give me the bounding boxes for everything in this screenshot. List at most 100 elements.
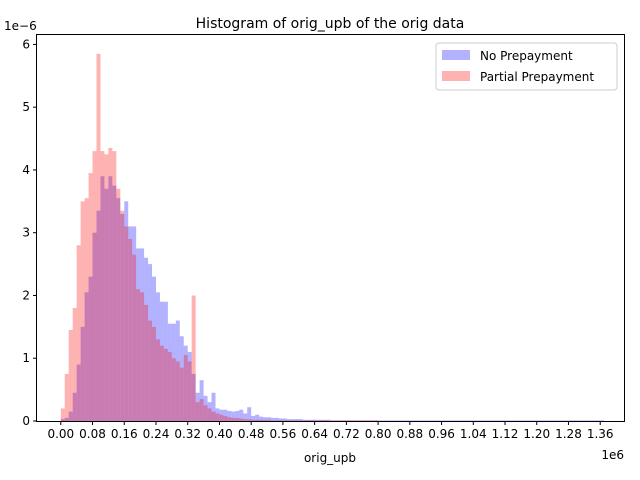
bar-no-prepayment [144, 257, 149, 421]
x-tick-label: 0.00 [47, 427, 74, 441]
x-tick-label: 0.56 [270, 427, 297, 441]
bar-no-prepayment [259, 416, 264, 421]
bar-partial-prepayment [346, 420, 351, 421]
bar-partial-prepayment [342, 420, 347, 421]
bar-partial-prepayment [128, 238, 133, 421]
bar-no-prepayment [80, 326, 85, 421]
bar-partial-prepayment [68, 329, 73, 421]
bar-no-prepayment [84, 292, 89, 421]
bar-partial-prepayment [318, 420, 323, 421]
y-axis-ticks: 0 1 2 3 4 5 6 [22, 37, 37, 428]
legend-label-partial-prepayment: Partial Prepayment [480, 70, 594, 84]
bar-partial-prepayment [251, 419, 256, 421]
bar-partial-prepayment [211, 411, 216, 421]
x-tick-label: 0.72 [333, 427, 360, 441]
bar-partial-prepayment [163, 348, 168, 421]
bar-no-prepayment [588, 420, 593, 421]
bar-no-prepayment [92, 232, 97, 421]
x-tick-label: 0.80 [365, 427, 392, 441]
bar-no-prepayment [267, 417, 272, 421]
bar-no-prepayment [108, 176, 113, 421]
x-tick-label: 1.36 [587, 427, 614, 441]
bar-partial-prepayment [243, 419, 248, 421]
bar-partial-prepayment [239, 418, 244, 421]
bar-no-prepayment [163, 301, 168, 421]
bar-no-prepayment [489, 420, 494, 421]
x-tick-label: 0.96 [428, 427, 455, 441]
bar-no-prepayment [104, 188, 109, 421]
bar-no-prepayment [346, 420, 351, 421]
bar-no-prepayment [286, 419, 291, 421]
bar-no-prepayment [211, 392, 216, 421]
bar-no-prepayment [401, 420, 406, 421]
bar-partial-prepayment [148, 320, 153, 421]
bar-partial-prepayment [306, 420, 311, 421]
bar-no-prepayment [191, 373, 196, 421]
bar-no-prepayment [314, 419, 319, 421]
bar-no-prepayment [318, 419, 323, 421]
x-tick-label: 1.12 [492, 427, 519, 441]
bar-partial-prepayment [219, 414, 224, 421]
bar-partial-prepayment [294, 420, 299, 421]
bar-no-prepayment [497, 420, 502, 421]
bar-no-prepayment [128, 226, 133, 421]
bar-no-prepayment [493, 420, 498, 421]
bar-no-prepayment [540, 420, 545, 421]
bar-partial-prepayment [108, 147, 113, 421]
bar-partial-prepayment [267, 419, 272, 421]
bar-partial-prepayment [366, 420, 371, 421]
bar-partial-prepayment [80, 201, 85, 421]
bar-no-prepayment [461, 420, 466, 421]
series-no-prepayment [60, 176, 605, 421]
bar-partial-prepayment [199, 399, 204, 421]
bar-partial-prepayment [290, 420, 295, 421]
bar-no-prepayment [389, 420, 394, 421]
bar-partial-prepayment [259, 419, 264, 421]
bar-no-prepayment [457, 420, 462, 421]
bar-no-prepayment [425, 420, 430, 421]
bar-partial-prepayment [362, 420, 367, 421]
bar-no-prepayment [112, 185, 117, 421]
bar-partial-prepayment [286, 420, 291, 421]
bar-no-prepayment [512, 420, 517, 421]
chart-title: Histogram of orig_upb of the orig data [196, 16, 465, 32]
y-tick-label: 0 [22, 414, 30, 428]
bar-no-prepayment [155, 292, 160, 421]
bar-no-prepayment [413, 420, 418, 421]
bar-no-prepayment [68, 411, 73, 421]
bar-no-prepayment [370, 420, 375, 421]
bar-partial-prepayment [116, 188, 121, 421]
legend-swatch-partial-prepayment [442, 71, 470, 81]
bar-partial-prepayment [314, 420, 319, 421]
bar-no-prepayment [171, 323, 176, 421]
bar-no-prepayment [278, 418, 283, 421]
bar-no-prepayment [417, 420, 422, 421]
bar-no-prepayment [532, 420, 537, 421]
bar-no-prepayment [409, 420, 414, 421]
bar-no-prepayment [140, 248, 145, 421]
x-tick-label: 0.48 [238, 427, 265, 441]
bar-no-prepayment [576, 420, 581, 421]
bar-partial-prepayment [175, 361, 180, 421]
x-tick-label: 0.32 [174, 427, 201, 441]
bar-no-prepayment [203, 395, 208, 421]
bar-partial-prepayment [207, 408, 212, 421]
bar-no-prepayment [572, 420, 577, 421]
bar-partial-prepayment [132, 254, 137, 421]
bar-no-prepayment [453, 420, 458, 421]
x-tick-label: 0.88 [396, 427, 423, 441]
bar-partial-prepayment [72, 308, 77, 421]
bar-partial-prepayment [84, 198, 89, 421]
bar-no-prepayment [64, 417, 69, 421]
bar-partial-prepayment [64, 373, 69, 421]
x-tick-label: 0.08 [79, 427, 106, 441]
bar-no-prepayment [76, 364, 81, 421]
bar-partial-prepayment [255, 419, 260, 421]
bar-partial-prepayment [191, 295, 196, 421]
bar-no-prepayment [552, 420, 557, 421]
bar-partial-prepayment [60, 408, 65, 421]
bar-no-prepayment [536, 420, 541, 421]
bar-no-prepayment [223, 409, 228, 421]
x-axis-ticks: 0.00 0.08 0.16 0.24 0.32 0.40 0.48 0.56 0.64 0.72… [47, 421, 614, 441]
